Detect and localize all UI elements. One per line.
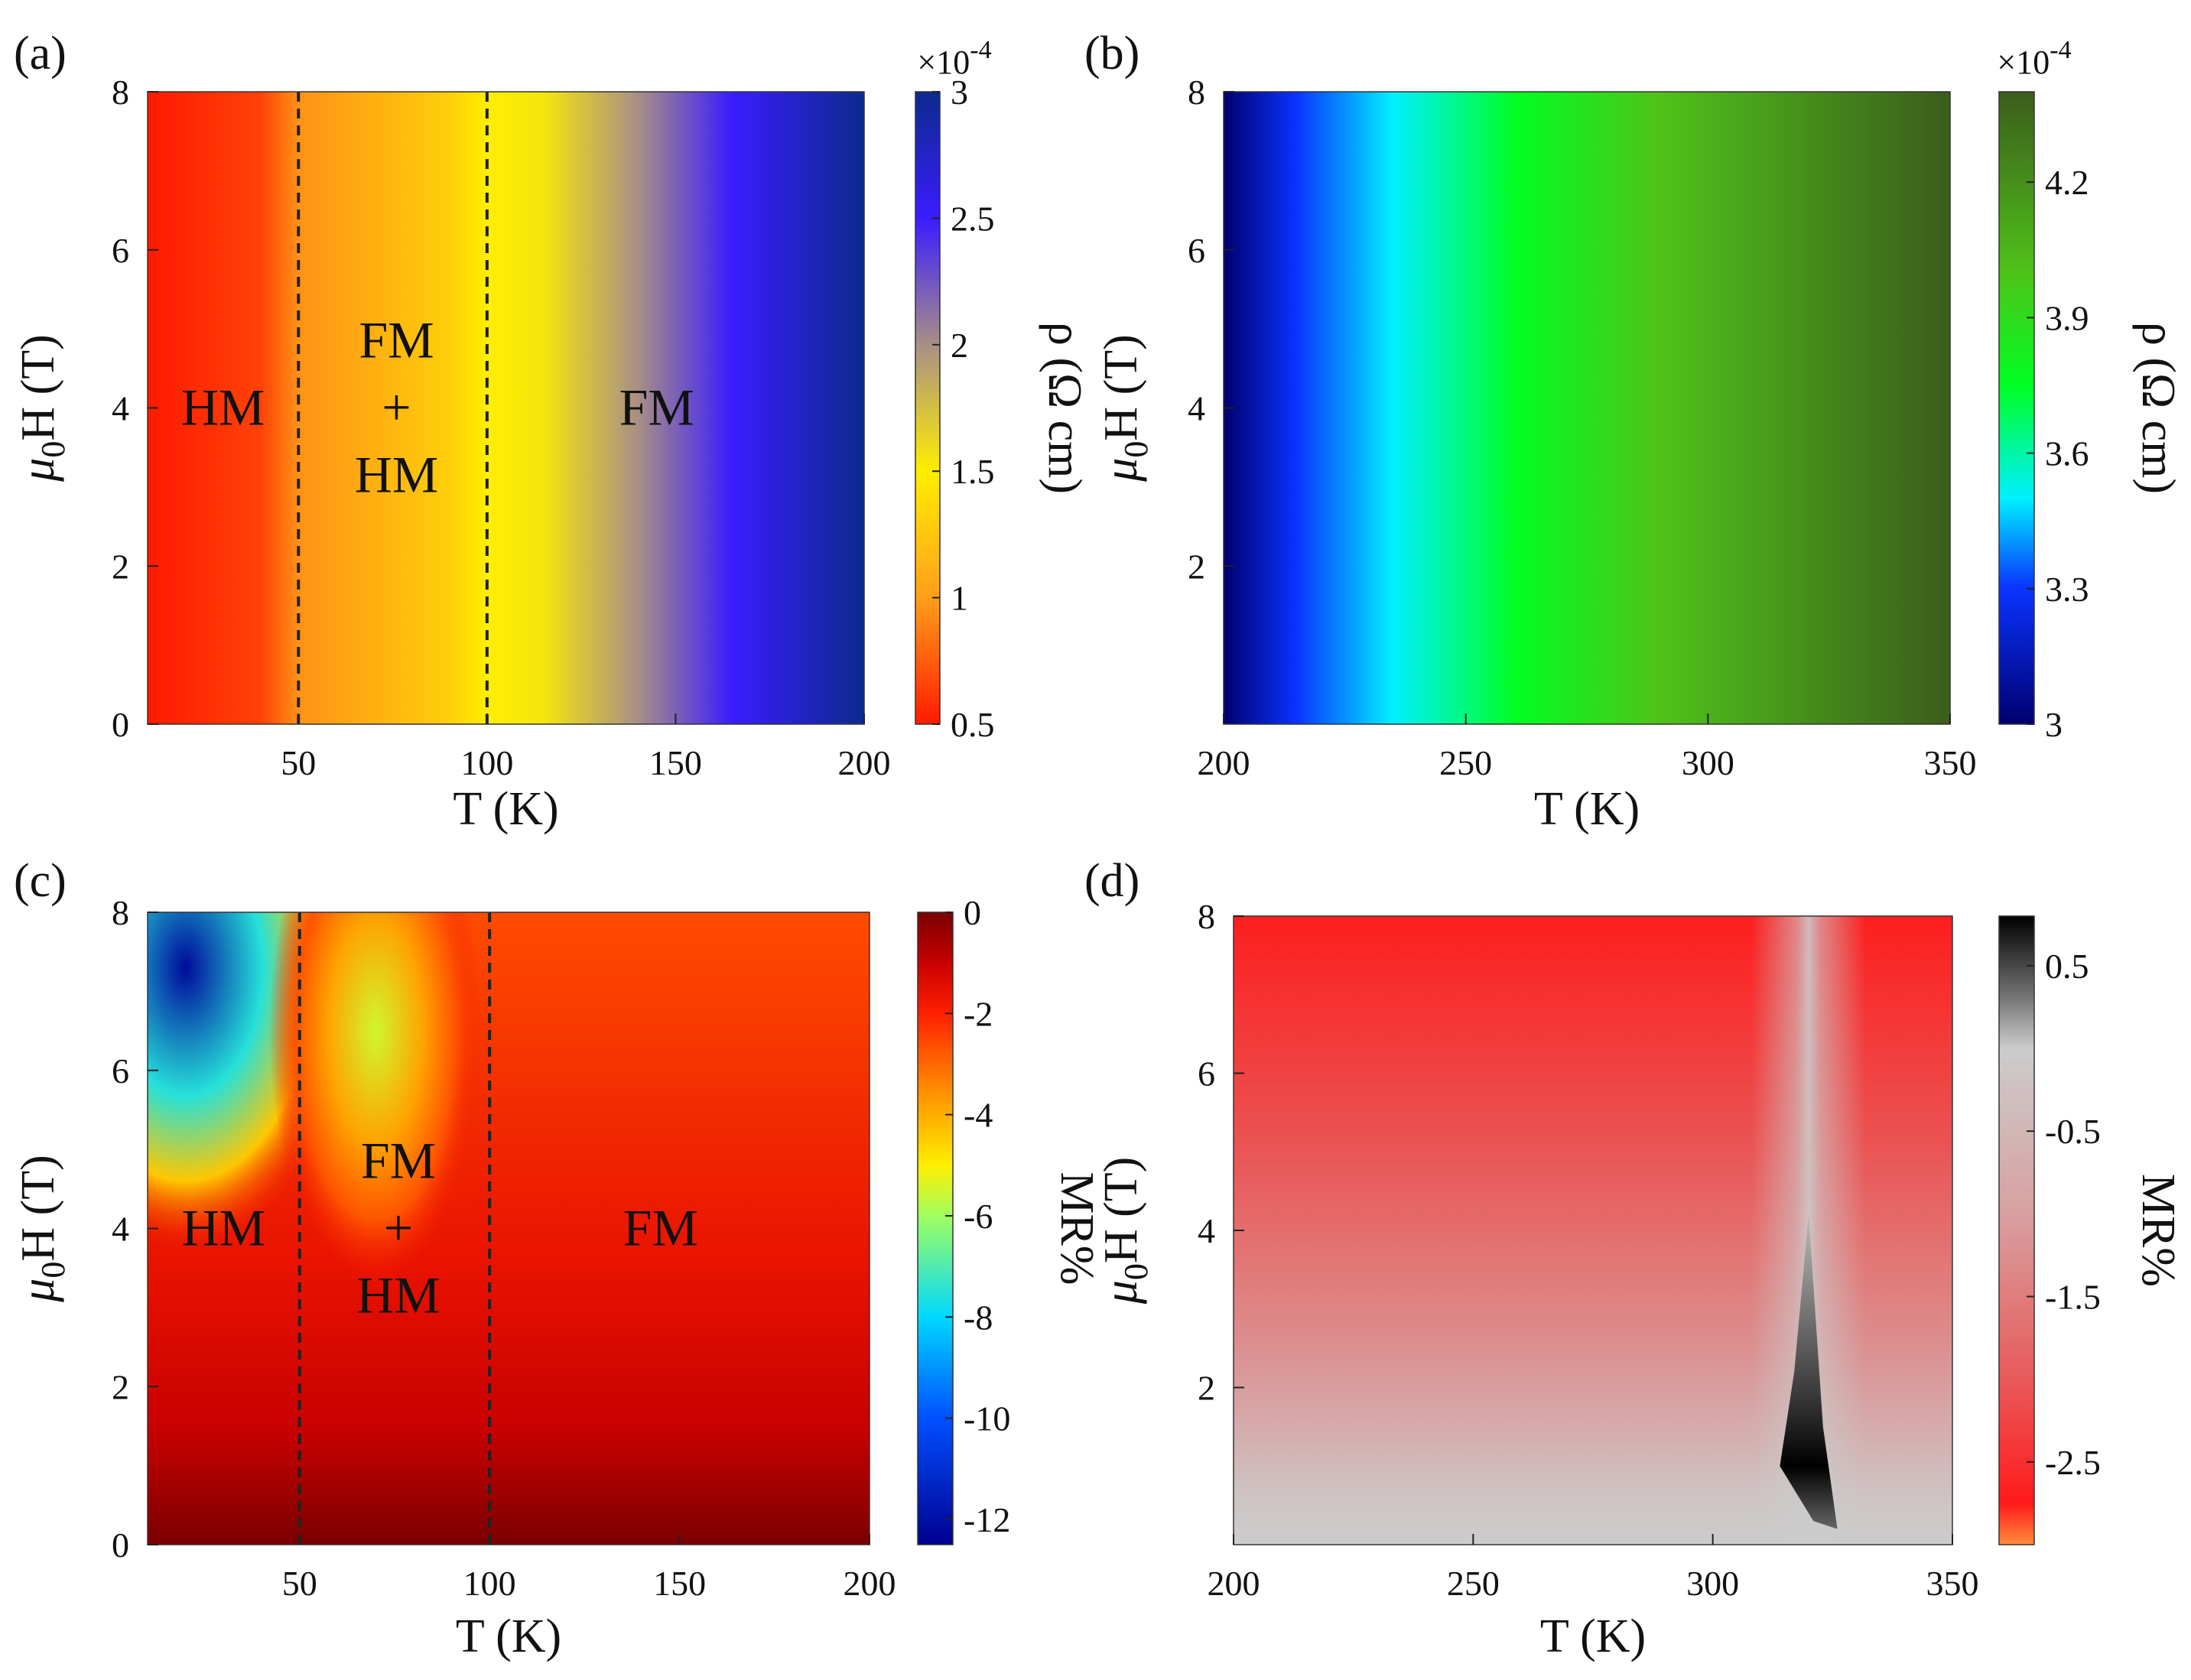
x-tick-label: 300: [1682, 743, 1734, 782]
y-tick-label: 8: [112, 893, 129, 932]
x-tick-label: 250: [1439, 743, 1492, 782]
y-tick-label: 4: [1198, 1211, 1215, 1250]
heatmap-field: [1224, 92, 1950, 724]
colorbar-tick-label: 3: [2045, 705, 2063, 744]
colorbar-tick-label: -10: [964, 1399, 1010, 1438]
colorbar: [1998, 915, 2035, 1545]
x-tick-label: 150: [649, 743, 702, 782]
y-tick-label: 8: [112, 73, 129, 112]
y-tick-label: 6: [1188, 231, 1205, 270]
colorbar-exponent: ×10-4: [917, 36, 991, 81]
colorbar-label: MR%: [2132, 1174, 2184, 1287]
colorbar: [915, 91, 941, 725]
colorbar-tick-label: 3.3: [2045, 570, 2089, 609]
y-tick-label: 2: [1198, 1369, 1215, 1408]
x-tick-label: 50: [281, 743, 316, 782]
y-tick-label: 6: [112, 1051, 129, 1090]
panel-label: (a): [14, 28, 67, 80]
x-axis-label: T (K): [1540, 1610, 1646, 1662]
y-tick-label: 8: [1198, 897, 1215, 936]
colorbar: [1998, 91, 2035, 725]
x-tick-label: 350: [1926, 1564, 1979, 1603]
colorbar-tick-label: -2.5: [2045, 1443, 2101, 1482]
colorbar-tick-label: -4: [964, 1096, 993, 1135]
colorbar-tick-label: 2: [951, 326, 968, 365]
x-tick-label: 150: [653, 1564, 706, 1603]
colorbar-label: ρ (Ω cm): [2132, 322, 2184, 494]
y-axis-label: μ0H (T): [12, 334, 72, 483]
region-label: FM + HM: [356, 1132, 440, 1324]
panel-c: HM FM + HM FM 50 100 150 200 0 2 4 6 8 T (K) μ0H (T) (c)…: [12, 855, 1103, 1662]
colorbar-tick-label: 3.6: [2045, 434, 2089, 473]
y-tick-label: 6: [1198, 1054, 1215, 1093]
x-axis-label: T (K): [1534, 783, 1640, 835]
y-tick-label: 2: [112, 547, 129, 586]
colorbar-tick-label: 1.5: [951, 452, 995, 491]
heatmap-field: [148, 92, 864, 724]
x-tick-label: 100: [463, 1564, 516, 1603]
region-label: FM: [623, 1199, 698, 1257]
panel-label: (c): [14, 855, 67, 907]
colorbar-tick-label: 4.2: [2045, 163, 2089, 202]
colorbar-tick-label: 0.5: [951, 705, 995, 744]
y-tick-label: 0: [112, 705, 129, 744]
y-tick-label: 0: [112, 1526, 129, 1565]
x-axis-label: T (K): [456, 1610, 561, 1662]
colorbar: [917, 911, 954, 1545]
x-tick-label: 300: [1686, 1564, 1739, 1603]
colorbar-label: MR%: [1051, 1171, 1103, 1285]
colorbar-tick-label: 3: [951, 73, 968, 112]
region-label: HM: [181, 379, 265, 437]
colorbar-tick-label: -1.5: [2045, 1278, 2101, 1317]
colorbar-tick-label: -8: [964, 1298, 993, 1337]
colorbar-tick-label: 2.5: [951, 199, 995, 238]
y-tick-label: 8: [1188, 73, 1205, 112]
colorbar-tick-label: 3.9: [2045, 298, 2089, 337]
y-tick-label: 2: [112, 1367, 129, 1406]
x-tick-label: 350: [1924, 743, 1977, 782]
colorbar-tick-label: -6: [964, 1197, 993, 1236]
panel-b: 200 250 300 350 2 4 6 8 T (K) μ0H (T) (b) 3 3.3 3.6 3.…: [1084, 28, 2184, 835]
panel-d: 200 250 300 350 2 4 6 8 T (K) μ0H (T) (d) 0.5 -0.5 -1…: [1084, 855, 2184, 1662]
region-label: HM: [182, 1199, 266, 1257]
x-tick-label: 200: [844, 1564, 896, 1603]
panel-label: (d): [1084, 855, 1139, 907]
colorbar-tick-label: 1: [951, 579, 968, 618]
x-tick-label: 200: [838, 743, 891, 782]
colorbar-tick-label: 0: [964, 893, 981, 932]
y-axis-label: μ0H (T): [12, 1155, 72, 1303]
y-axis-label: μ0H (T): [1095, 334, 1155, 483]
colorbar-exponent: ×10-4: [1997, 36, 2071, 81]
y-tick-label: 4: [112, 389, 129, 428]
y-tick-label: 2: [1188, 547, 1205, 586]
y-tick-label: 4: [112, 1210, 129, 1249]
x-tick-label: 50: [282, 1564, 317, 1603]
x-axis-label: T (K): [453, 783, 558, 835]
panel-label: (b): [1084, 28, 1139, 80]
x-tick-label: 200: [1208, 1564, 1260, 1603]
x-tick-label: 250: [1447, 1564, 1500, 1603]
colorbar-tick-label: -0.5: [2045, 1112, 2101, 1151]
mr-blob: [269, 912, 483, 1284]
region-label: FM + HM: [355, 311, 439, 504]
colorbar-tick-label: 0.5: [2045, 947, 2089, 986]
colorbar-tick-label: -2: [964, 994, 993, 1033]
region-label: FM: [619, 379, 694, 437]
y-axis-label: μ0H (T): [1095, 1157, 1155, 1305]
colorbar-label: ρ (Ω cm): [1039, 322, 1091, 494]
mr-ridge: [1780, 1214, 1838, 1529]
panel-a: HM FM + HM FM 50 100 150 200 0 2 4 6 8 T (K) μ0H (T) (a)…: [12, 28, 1091, 835]
colorbar-tick-label: -12: [964, 1500, 1010, 1539]
y-tick-label: 6: [112, 231, 129, 270]
x-tick-label: 100: [460, 743, 513, 782]
x-tick-label: 200: [1198, 743, 1250, 782]
y-tick-label: 4: [1188, 389, 1205, 428]
